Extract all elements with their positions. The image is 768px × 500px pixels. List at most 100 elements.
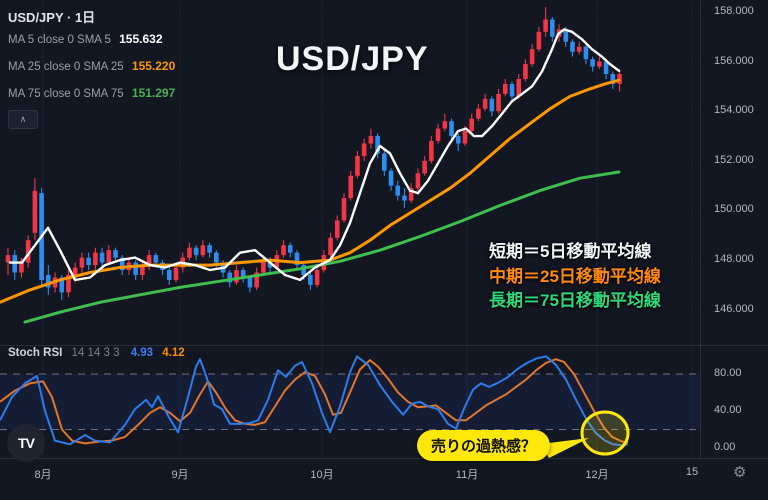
candle-body [214, 252, 219, 263]
candle-body [583, 46, 589, 60]
candle-body [429, 141, 434, 161]
candle-body [422, 160, 427, 174]
symbol-title[interactable]: USD/JPY · 1日 [8, 10, 96, 25]
candle-body [523, 64, 528, 79]
candle-body [382, 153, 387, 171]
stoch-rsi-k-value: 4.93 [130, 347, 154, 359]
ma25-legend-row[interactable]: MA 25 close 0 SMA 25 155.220 [8, 59, 175, 73]
candle-body [281, 245, 286, 256]
candle-body [66, 274, 71, 293]
candle-body [12, 255, 18, 273]
price-axis-label: 148.000 [714, 253, 754, 266]
annotation-long-term: 長期＝75日移動平均線 [489, 291, 661, 310]
candle-body [442, 121, 448, 129]
candle-body [529, 49, 535, 65]
candle-body [308, 274, 313, 285]
candle-body [603, 61, 609, 75]
gear-icon[interactable]: ⚙ [733, 464, 747, 481]
stoch-band [0, 374, 700, 430]
candle-body [516, 78, 522, 97]
stoch-rsi-title: Stoch RSI [8, 347, 63, 359]
candle-body [408, 188, 414, 201]
candle-body [32, 190, 38, 233]
candle-body [563, 29, 569, 42]
highlight-circle [580, 410, 630, 456]
callout-bubble: 売りの過熱感？ [417, 430, 551, 461]
candle-body [59, 277, 65, 293]
candle-body [455, 136, 461, 144]
candle-body [449, 121, 454, 137]
candle-body [227, 272, 233, 283]
price-axis-label: 154.000 [714, 104, 754, 117]
callout-tail [541, 438, 589, 458]
candle-body [395, 185, 401, 196]
callout-text: 売りの過熱感？ [431, 438, 537, 455]
candle-body [388, 170, 394, 186]
candle-body [86, 257, 91, 266]
tradingview-logo-glyph: TV [18, 435, 35, 451]
candle-body [597, 61, 602, 67]
candle-body [46, 274, 51, 288]
candle-body [72, 267, 78, 275]
candle-body [247, 277, 253, 288]
candle-body [119, 257, 125, 271]
stoch-axis-label: 40.00 [714, 404, 742, 416]
candle-body [79, 257, 85, 268]
candle-body [482, 98, 488, 109]
candle-body [314, 270, 320, 285]
candle-body [106, 250, 112, 263]
candle-body [341, 198, 347, 221]
candle-body [610, 74, 616, 84]
annotation-short-term: 短期＝5日移動平均線 [489, 242, 652, 261]
annotation-mid-term: 中期＝25日移動平均線 [489, 266, 661, 286]
stoch-axis-label: 80.00 [714, 367, 742, 379]
candle-body [113, 250, 118, 258]
candle-body [146, 255, 152, 266]
candle-body [261, 260, 266, 273]
ma5-legend-row[interactable]: MA 5 close 0 SMA 5 155.632 [8, 32, 163, 46]
candle-body [294, 252, 300, 266]
ma5-legend-label: MA 5 close 0 SMA 5 [8, 34, 111, 46]
candle-body [301, 265, 306, 275]
candle-body [173, 267, 179, 280]
candle-body [5, 255, 11, 263]
candle-body [402, 195, 407, 201]
ma75-legend-label: MA 75 close 0 SMA 75 [8, 88, 124, 100]
candle-body [140, 265, 145, 275]
candle-body [334, 220, 340, 238]
candle-body [25, 240, 31, 263]
stoch-rsi-legend[interactable]: Stoch RSI 14 14 3 3 4.93 4.12 [8, 347, 185, 359]
candle-body [415, 173, 421, 189]
ma25-line [0, 78, 621, 304]
candle-body [287, 245, 293, 253]
candle-body [187, 247, 192, 258]
candle-body [234, 270, 239, 283]
candle-body [348, 175, 354, 199]
ma75-legend-row[interactable]: MA 75 close 0 SMA 75 151.297 [8, 86, 175, 100]
time-axis-label: 10月 [310, 469, 334, 481]
ma75-legend-value: 151.297 [131, 86, 176, 100]
candle-body [476, 108, 481, 119]
chevron-up-icon: ∧ [19, 114, 27, 124]
candle-body [543, 19, 548, 32]
collapse-indicators-button[interactable]: ∧ [8, 110, 38, 129]
candle-body [462, 131, 468, 144]
candle-body [99, 252, 105, 263]
ma25-legend-label: MA 25 close 0 SMA 25 [8, 61, 124, 73]
candle-body [19, 262, 24, 273]
price-axis-label: 146.000 [714, 302, 754, 315]
time-axis-label: 8月 [34, 469, 52, 481]
tradingview-logo[interactable]: TV [7, 424, 45, 462]
candle-body [550, 19, 555, 37]
candle-body [570, 41, 575, 52]
ma25-legend-value: 155.220 [131, 59, 176, 73]
candle-body [153, 255, 159, 263]
price-axis-label: 156.000 [714, 54, 754, 67]
candle-body [496, 93, 501, 112]
price-axis-label: 158.000 [714, 5, 754, 17]
ma-annotation-block: 短期＝5日移動平均線 中期＝25日移動平均線 長期＝75日移動平均線 [489, 240, 661, 314]
time-axis-label: 15 [685, 466, 699, 478]
candle-body [435, 128, 441, 142]
